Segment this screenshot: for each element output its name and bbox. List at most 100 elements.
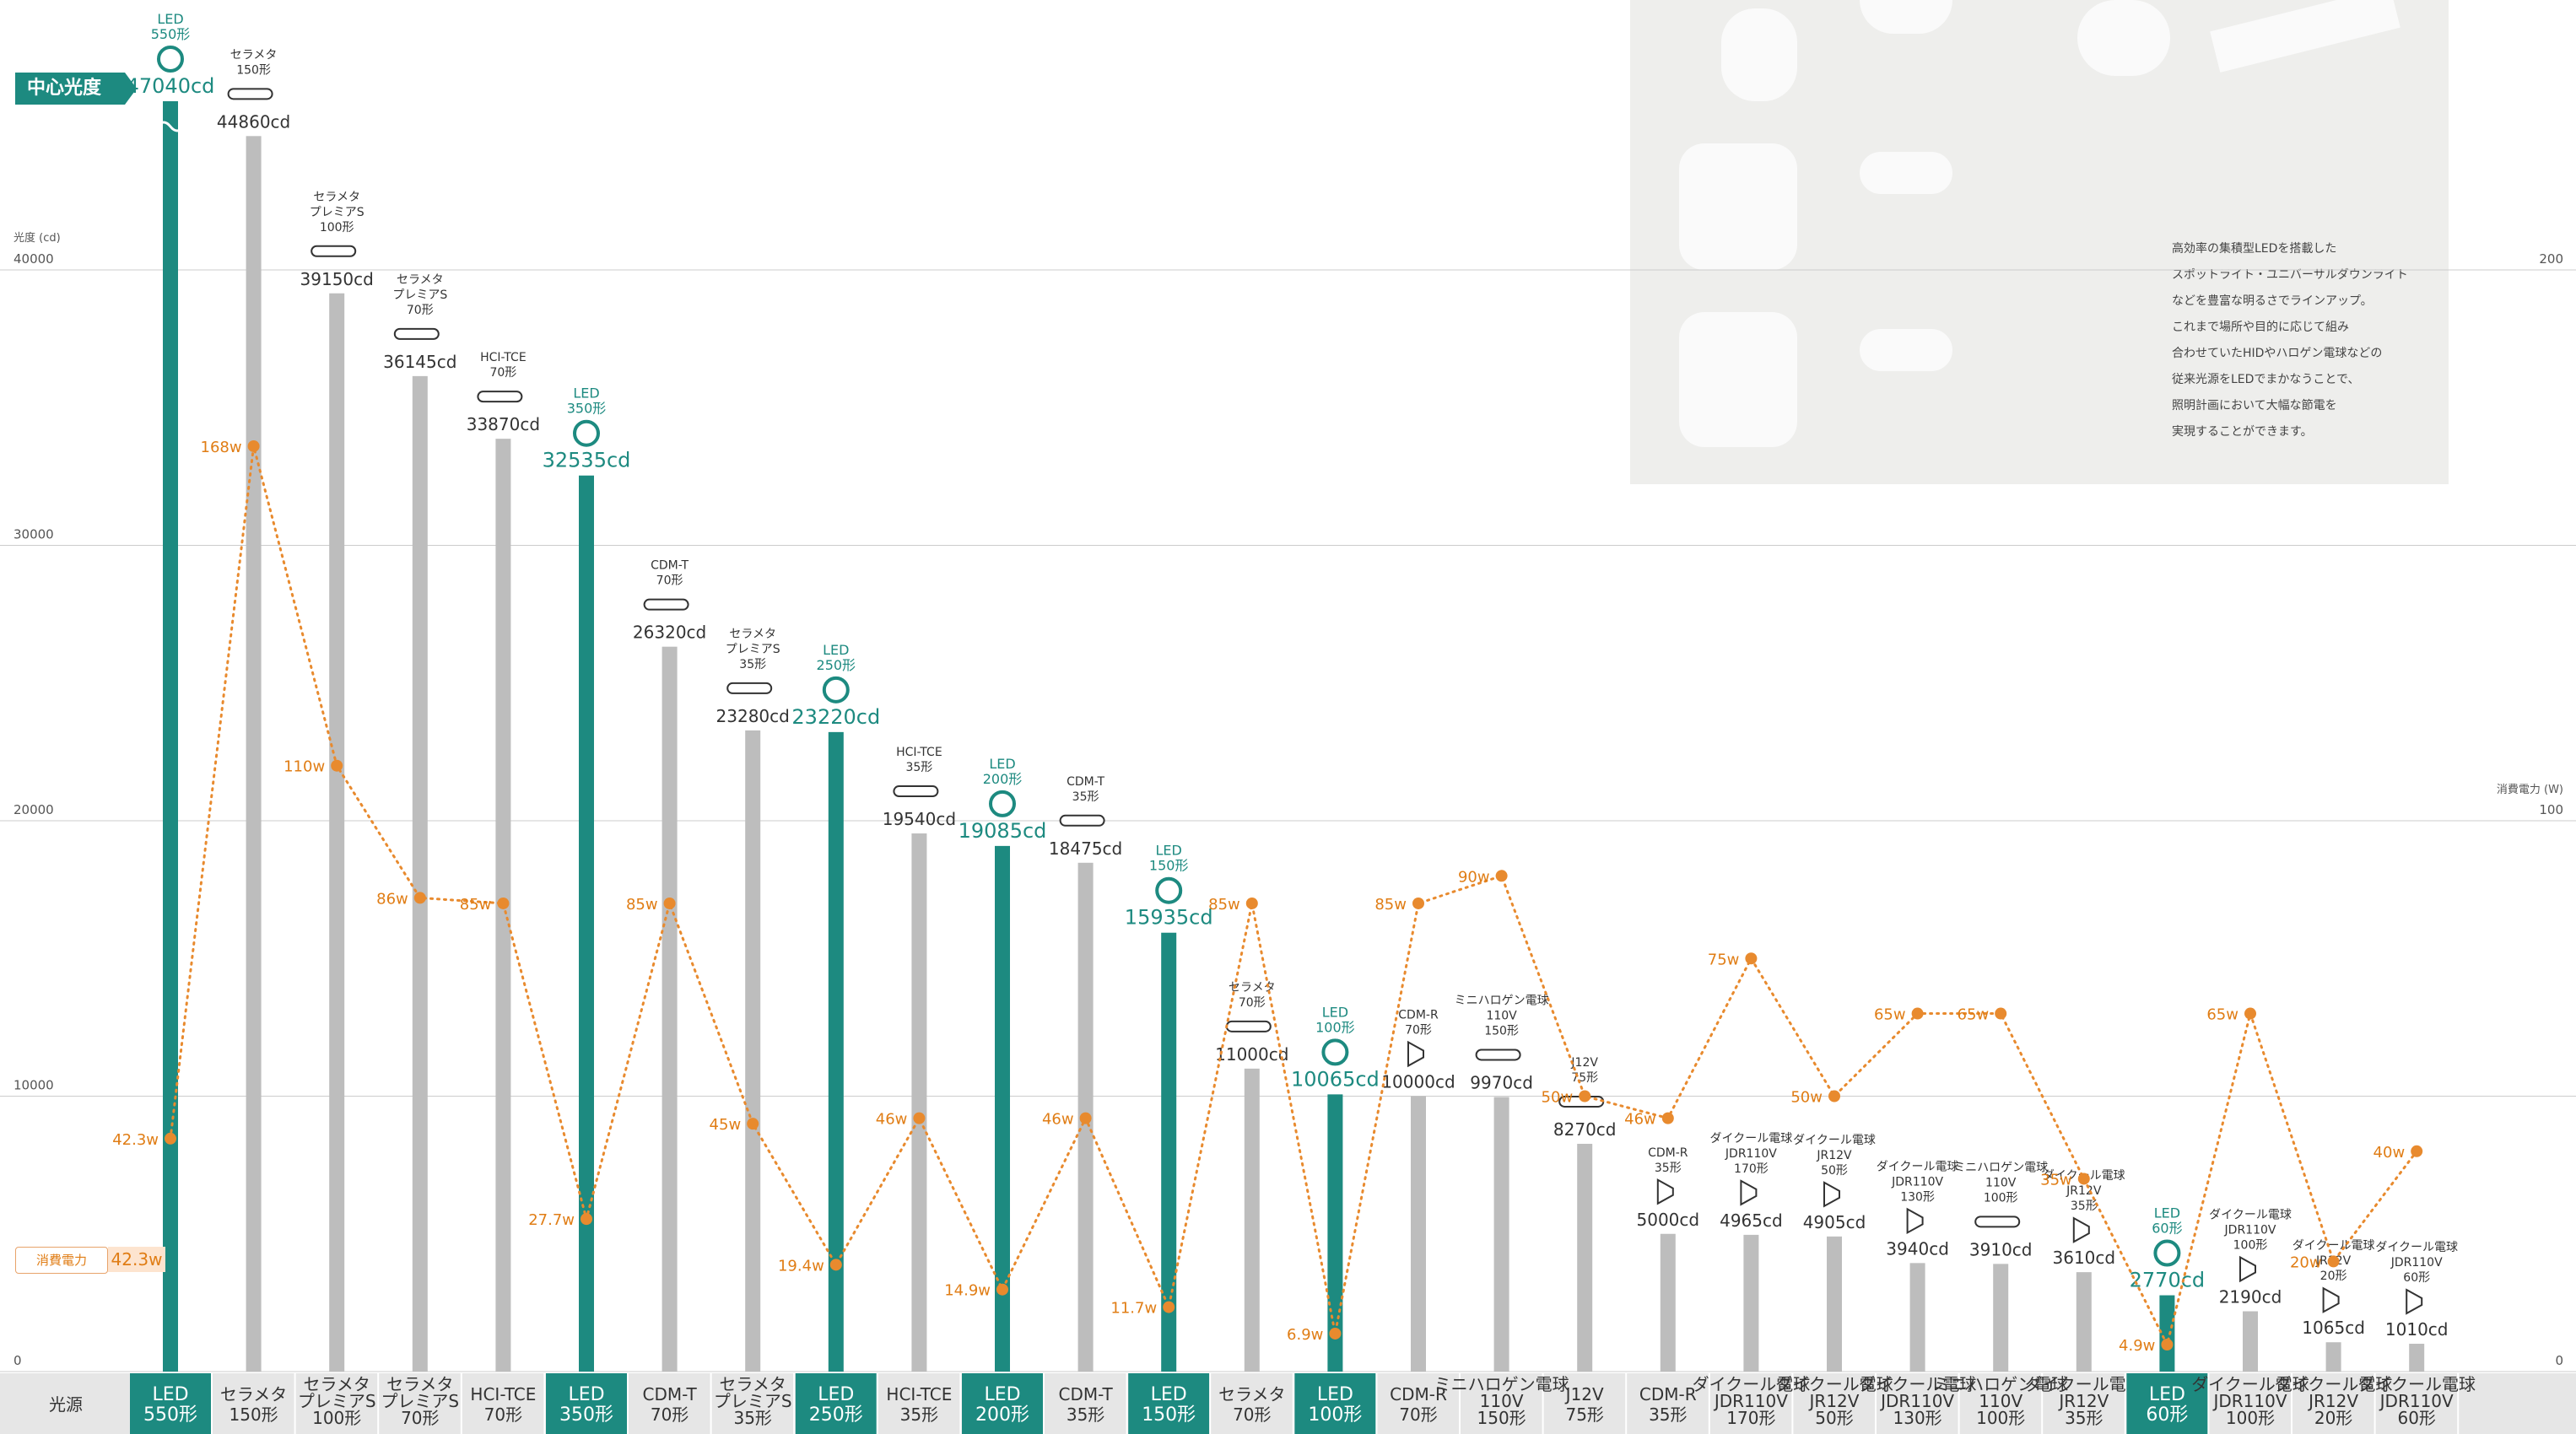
- lamp-name-label: JR12V: [1816, 1149, 1852, 1162]
- lamp-name-label: 150形: [236, 63, 271, 77]
- source-label: 70形: [1233, 1404, 1271, 1425]
- lamp-bar: [1743, 1234, 1759, 1372]
- reflector-lamp-icon: [1823, 1181, 1840, 1208]
- reflector-lamp-icon: [1740, 1179, 1758, 1206]
- source-label: LED: [818, 1384, 854, 1405]
- source-label: 130形: [1893, 1408, 1942, 1428]
- source-label: LED: [152, 1384, 188, 1405]
- lamp-bar: [2325, 1342, 2341, 1372]
- y-tick-label: 40000: [14, 251, 54, 267]
- lamp-bar: [2076, 1272, 2092, 1372]
- lamp-bar: [1827, 1236, 1842, 1372]
- halogen-lamp-icon: [1475, 1049, 1521, 1061]
- intensity-value-label: 18475cd: [1049, 838, 1122, 859]
- badge-arrow: [125, 73, 137, 105]
- lamp-name-label: LED: [1156, 843, 1182, 859]
- lamp-name-label: HCI-TCE: [896, 746, 942, 759]
- reflector-lamp-icon: [1656, 1178, 1674, 1205]
- lamp-name-label: 70形: [489, 366, 516, 380]
- power-legend-value: 42.3w: [108, 1247, 165, 1272]
- power-point: [913, 1112, 926, 1124]
- lamp-name-label: 35形: [1072, 790, 1099, 804]
- reflector-lamp-icon: [2322, 1286, 2340, 1313]
- source-label: JR12V: [1808, 1391, 1860, 1411]
- halogen-lamp-icon: [1974, 1216, 2021, 1228]
- intensity-value-label: 10000cd: [1381, 1072, 1455, 1092]
- source-label: ダイクール電球: [2025, 1374, 2143, 1394]
- y-tick-label: 0: [14, 1353, 22, 1368]
- lamp-bar: [1244, 1068, 1260, 1372]
- metal-halide-lamp-icon: [477, 391, 523, 403]
- lamp-name-label: CDM-R: [1648, 1146, 1688, 1160]
- product-info-panel: [1630, 0, 2449, 484]
- source-label: 110V: [1480, 1391, 1524, 1411]
- source-label: ダイクール電球: [1693, 1374, 1811, 1394]
- power-point: [331, 759, 343, 772]
- power-point: [1329, 1327, 1342, 1340]
- source-label: 100形: [1976, 1408, 2025, 1428]
- lamp-name-label: セラメタ: [1229, 981, 1276, 995]
- source-label: LED: [1317, 1384, 1353, 1405]
- panel-description: 高効率の集積型LEDを搭載した スポットライト・ユニバーサルダウンライト などを…: [2172, 242, 2408, 439]
- lamp-name-label: ダイクール電球: [1793, 1134, 1876, 1147]
- source-label: 100形: [1308, 1404, 1362, 1426]
- lamp-name-label: ダイクール電球: [2375, 1241, 2458, 1254]
- power-value-label: 6.9w: [1287, 1326, 1323, 1344]
- source-label: セラメタ: [1218, 1384, 1285, 1404]
- y-axis-title: 光度 (cd): [14, 231, 61, 245]
- power-value-label: 46w: [1624, 1111, 1656, 1129]
- cdm-lamp-icon: [1059, 814, 1105, 827]
- intensity-value-label: 23280cd: [716, 706, 790, 726]
- lamp-name-label: 35形: [739, 658, 766, 671]
- source-label: 35形: [1649, 1404, 1687, 1425]
- power-value-label: 85w: [626, 896, 658, 914]
- source-label: 150形: [230, 1404, 278, 1425]
- intensity-value-label: 3910cd: [1969, 1239, 2033, 1259]
- source-label: CDM-R: [1639, 1384, 1697, 1404]
- lamp-name-label: 70形: [656, 574, 683, 588]
- lamp-name-label: プレミアS: [392, 288, 447, 302]
- lamp-name-label: 550形: [151, 26, 191, 42]
- intensity-value-label: 1010cd: [2385, 1319, 2449, 1340]
- power-point: [581, 1213, 592, 1226]
- track-spotlight-product-image: [1679, 143, 1797, 270]
- source-label: ダイクール電球: [2357, 1374, 2476, 1394]
- source-label: LED: [568, 1384, 604, 1405]
- metal-halide-lamp-icon: [893, 785, 939, 798]
- led-bar: [163, 101, 178, 1372]
- led-lamp-icon: [822, 676, 850, 704]
- lamp-name-label: 130形: [1900, 1190, 1935, 1204]
- intensity-value-label: 3610cd: [2053, 1248, 2116, 1268]
- lamp-bar: [412, 375, 428, 1372]
- source-label: 50形: [1815, 1408, 1853, 1428]
- lamp-name-label: 350形: [567, 401, 607, 417]
- power-value-label: 110w: [284, 758, 325, 776]
- source-label: 350形: [559, 1404, 613, 1426]
- source-label: CDM-T: [1058, 1384, 1113, 1404]
- intensity-value-label: 8270cd: [1553, 1119, 1617, 1140]
- source-label: LED: [1151, 1384, 1187, 1405]
- power-value-label: 90w: [1458, 868, 1490, 886]
- source-label: 100形: [2226, 1408, 2275, 1428]
- power-point: [1245, 897, 1258, 909]
- power-point: [1495, 870, 1508, 882]
- downlight-product-image: [1860, 0, 1952, 34]
- lamp-name-label: JDR110V: [2390, 1256, 2443, 1270]
- power-consumption-line: [169, 445, 2418, 1349]
- power-value-label: 85w: [1208, 896, 1240, 914]
- lamp-name-label: 100形: [320, 221, 354, 235]
- lamp-name-label: プレミアS: [726, 643, 780, 656]
- power-value-label: 19.4w: [778, 1257, 824, 1275]
- power-value-label: 4.9w: [2119, 1337, 2155, 1355]
- intensity-value-label: 19085cd: [959, 819, 1047, 843]
- footer-led-cell: [2126, 1373, 2208, 1434]
- intensity-value-label: 19540cd: [883, 809, 956, 829]
- lamp-name-label: 250形: [817, 657, 856, 673]
- power-point: [497, 897, 510, 909]
- source-label: 70形: [484, 1404, 522, 1425]
- footer-led-cell: [795, 1373, 877, 1434]
- lamp-name-label: LED: [989, 756, 1015, 772]
- source-label: 200形: [975, 1404, 1029, 1426]
- y2-tick-label: 0: [2555, 1353, 2563, 1368]
